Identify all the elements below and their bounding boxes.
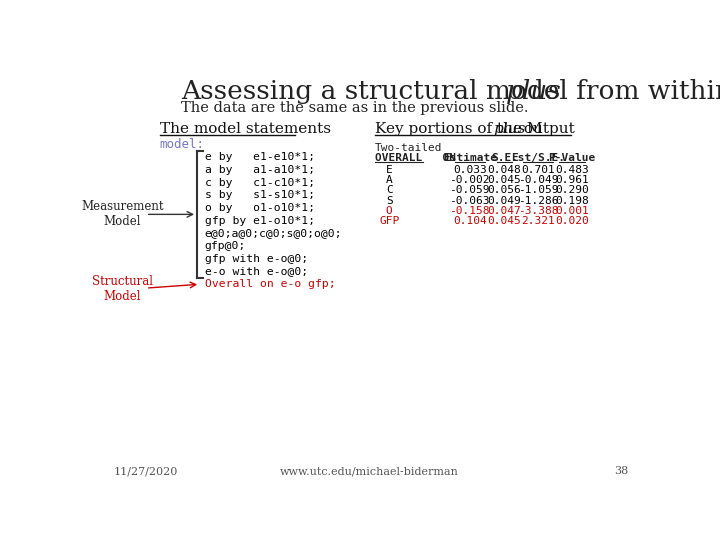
- Text: 0.047: 0.047: [487, 206, 521, 216]
- Text: plus: plus: [493, 122, 526, 136]
- Text: s by   s1-s10*1;: s by s1-s10*1;: [204, 190, 315, 200]
- Text: Overall on e-o gfp;: Overall on e-o gfp;: [204, 279, 336, 289]
- Text: -1.286: -1.286: [518, 195, 558, 206]
- Text: 0.483: 0.483: [555, 165, 589, 174]
- Text: C: C: [386, 185, 392, 195]
- Text: Measurement
Model: Measurement Model: [81, 200, 164, 228]
- Text: The model statements: The model statements: [160, 122, 330, 136]
- Text: E: E: [386, 165, 392, 174]
- Text: plus: plus: [506, 79, 562, 104]
- Text: S: S: [386, 195, 392, 206]
- Text: GFP: GFP: [379, 217, 400, 226]
- Text: Est/S.E.: Est/S.E.: [511, 153, 565, 163]
- Text: output: output: [518, 122, 575, 136]
- Text: 11/27/2020: 11/27/2020: [113, 467, 178, 476]
- Text: 0.198: 0.198: [555, 195, 589, 206]
- Text: OVERALL   ON: OVERALL ON: [375, 153, 456, 163]
- Text: P-Value: P-Value: [549, 153, 595, 163]
- Text: e by   e1-e10*1;: e by e1-e10*1;: [204, 152, 315, 162]
- Text: 0.701: 0.701: [521, 165, 555, 174]
- Text: gfp@0;: gfp@0;: [204, 241, 246, 251]
- Text: -3.388: -3.388: [518, 206, 558, 216]
- Text: 0.033: 0.033: [453, 165, 487, 174]
- Text: c by   c1-c10*1;: c by c1-c10*1;: [204, 178, 315, 187]
- Text: -0.063: -0.063: [449, 195, 490, 206]
- Text: 0.056: 0.056: [487, 185, 521, 195]
- Text: -0.059: -0.059: [449, 185, 490, 195]
- Text: 2.321: 2.321: [521, 217, 555, 226]
- Text: www.utc.edu/michael-biderman: www.utc.edu/michael-biderman: [279, 467, 459, 476]
- Text: gfp with e-o@0;: gfp with e-o@0;: [204, 254, 308, 264]
- Text: 0.045: 0.045: [487, 217, 521, 226]
- Text: 0.049: 0.049: [487, 195, 521, 206]
- Text: gfp by e1-o10*1;: gfp by e1-o10*1;: [204, 215, 315, 226]
- Text: -1.059: -1.059: [518, 185, 558, 195]
- Text: The data are the same as in the previous slide.: The data are the same as in the previous…: [181, 101, 529, 115]
- Text: o by   o1-o10*1;: o by o1-o10*1;: [204, 203, 315, 213]
- Text: Structural
Model: Structural Model: [92, 275, 153, 303]
- Text: Estimate: Estimate: [443, 153, 497, 163]
- Text: -0.049: -0.049: [518, 175, 558, 185]
- Text: a by   a1-a10*1;: a by a1-a10*1;: [204, 165, 315, 175]
- Text: 38: 38: [614, 467, 629, 476]
- Text: 0.961: 0.961: [555, 175, 589, 185]
- Text: -0.158: -0.158: [449, 206, 490, 216]
- Text: 0.048: 0.048: [487, 165, 521, 174]
- Text: 0.045: 0.045: [487, 175, 521, 185]
- Text: model:: model:: [160, 138, 204, 151]
- Text: A: A: [386, 175, 392, 185]
- Text: -0.002: -0.002: [449, 175, 490, 185]
- Text: 0.001: 0.001: [555, 206, 589, 216]
- Text: 0.104: 0.104: [453, 217, 487, 226]
- Text: e-o with e-o@0;: e-o with e-o@0;: [204, 267, 308, 276]
- Text: Key portions of the M: Key portions of the M: [375, 122, 543, 136]
- Text: O: O: [386, 206, 392, 216]
- Text: S.E.: S.E.: [491, 153, 518, 163]
- Text: Two-tailed: Two-tailed: [375, 143, 443, 153]
- Text: 0.020: 0.020: [555, 217, 589, 226]
- Text: 0.290: 0.290: [555, 185, 589, 195]
- Text: e@0;a@0;c@0;s@0;o@0;: e@0;a@0;c@0;s@0;o@0;: [204, 228, 342, 239]
- Text: Assessing a structural model from within M: Assessing a structural model from within…: [181, 79, 720, 104]
